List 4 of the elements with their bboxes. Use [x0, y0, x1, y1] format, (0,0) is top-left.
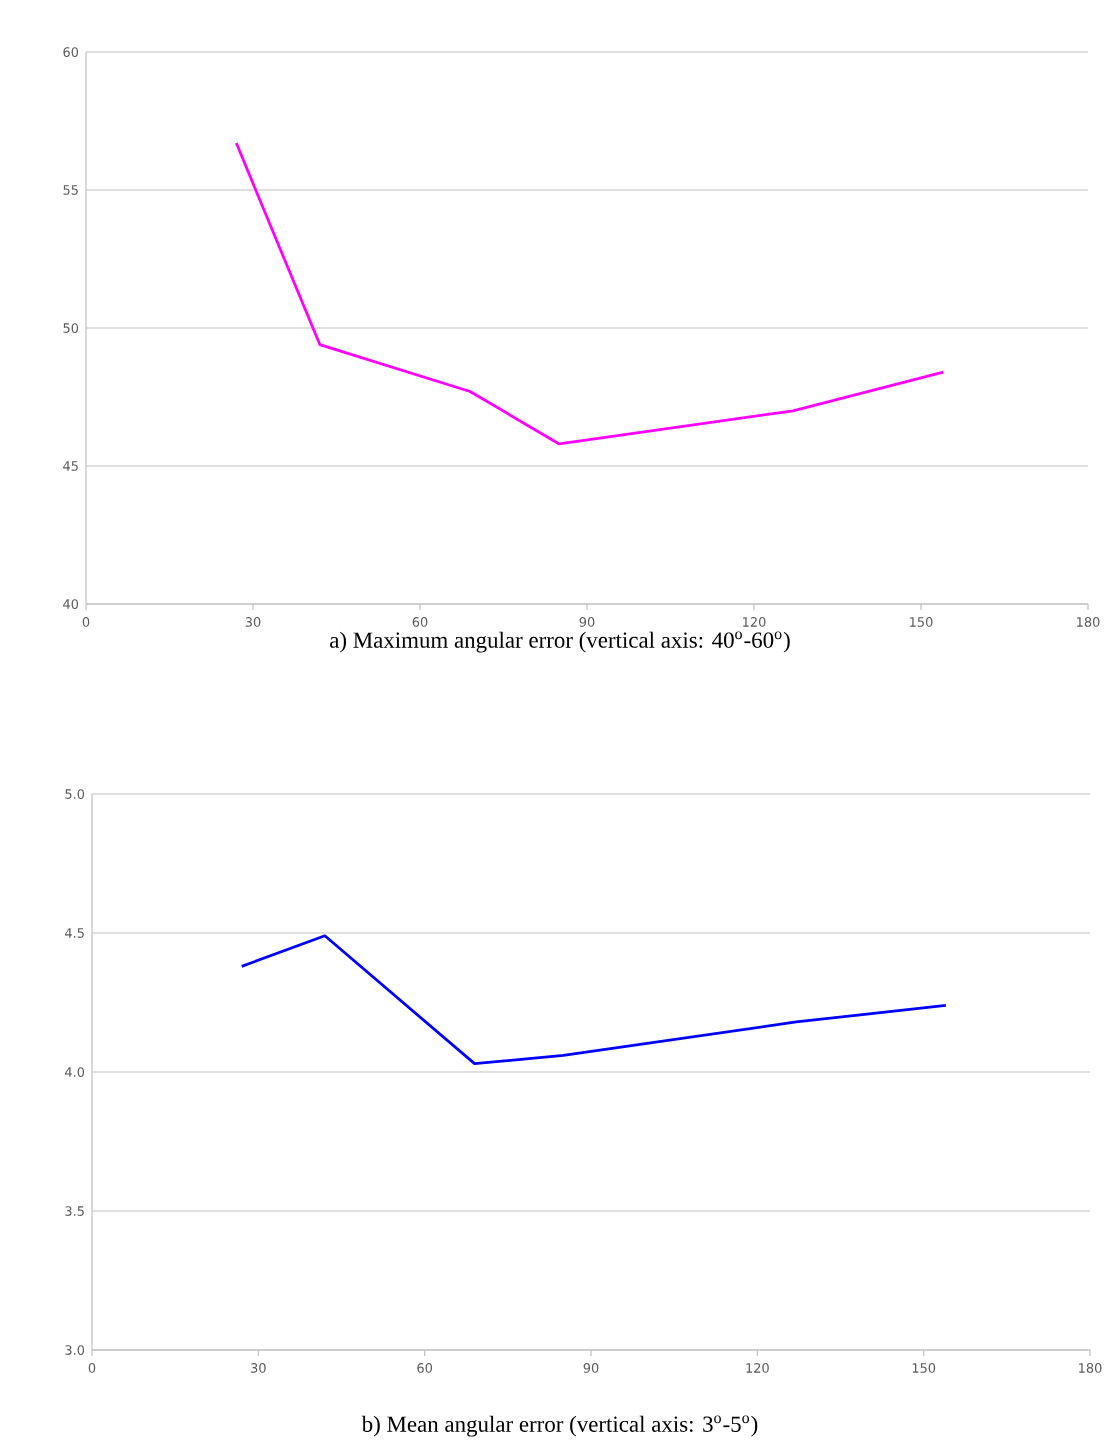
line-series — [234, 141, 945, 446]
line-series — [240, 934, 948, 1066]
text: b) Mean angular error (vertical axis: 3$^{o}$-5$^{o}$) — [361, 1415, 758, 1437]
text: a) Maximum angular error (vertical axis: 40$^{o}$-60$^{o}$) — [330, 631, 790, 653]
